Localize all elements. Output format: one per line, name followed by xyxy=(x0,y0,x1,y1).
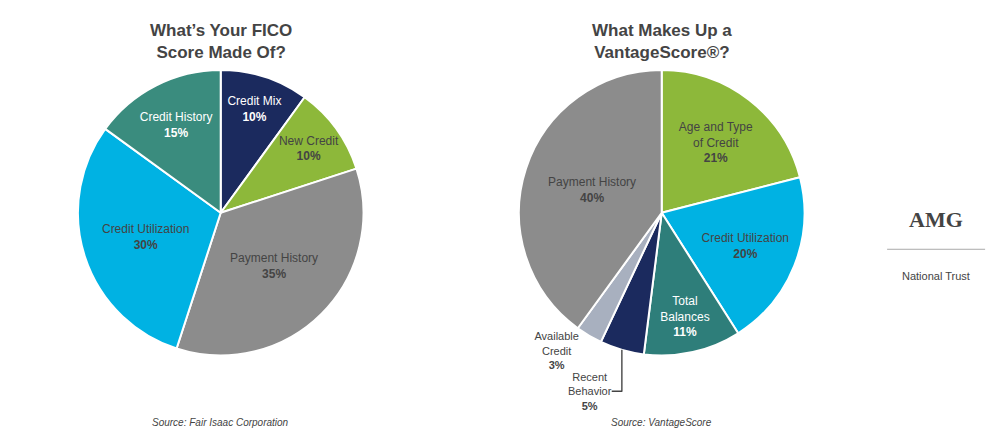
svg-text:New Credit10%: New Credit10% xyxy=(279,134,339,164)
svg-text:What Makes Up aVantageScore®?: What Makes Up aVantageScore®? xyxy=(592,21,732,62)
svg-text:RecentBehavior5%: RecentBehavior5% xyxy=(568,371,612,412)
svg-text:What’s Your FICOScore Made Of?: What’s Your FICOScore Made Of? xyxy=(150,21,292,62)
svg-text:Payment History35%: Payment History35% xyxy=(230,251,318,281)
svg-text:Payment History40%: Payment History40% xyxy=(548,175,636,205)
svg-text:Source: VantageScore: Source: VantageScore xyxy=(611,417,712,428)
svg-text:AvailableCredit3%: AvailableCredit3% xyxy=(534,330,578,371)
svg-text:Age and Typeof Credit21%: Age and Typeof Credit21% xyxy=(679,120,753,165)
svg-text:Credit History15%: Credit History15% xyxy=(140,110,213,140)
svg-text:Credit Mix10%: Credit Mix10% xyxy=(227,94,281,124)
svg-text:Credit Utilization20%: Credit Utilization20% xyxy=(702,231,789,261)
svg-text:Credit Utilization30%: Credit Utilization30% xyxy=(102,222,189,252)
svg-text:National Trust: National Trust xyxy=(902,270,970,282)
svg-text:TotalBalances11%: TotalBalances11% xyxy=(660,294,709,339)
svg-text:Source: Fair Isaac Corporation: Source: Fair Isaac Corporation xyxy=(152,417,289,428)
svg-text:AMG: AMG xyxy=(909,207,963,232)
